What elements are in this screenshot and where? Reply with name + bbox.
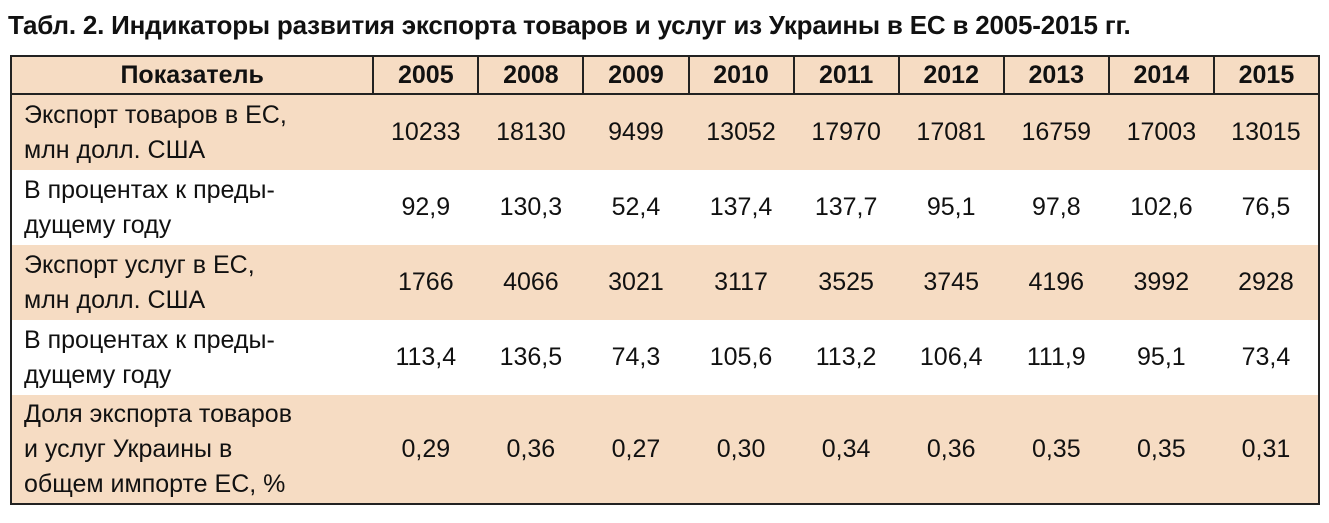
value-cell: 137,4 bbox=[688, 170, 794, 245]
value-cell: 136,5 bbox=[478, 320, 584, 395]
row-services-percent: В процентах к преды-дущему году 113,4 13… bbox=[11, 320, 1319, 395]
row-label-line: и услуг Украины в bbox=[24, 434, 233, 463]
value-cell: 17081 bbox=[898, 94, 1004, 170]
data-table-container: Показатель 2005 2008 2009 2010 2011 2012… bbox=[9, 55, 1321, 505]
value-cell: 92,9 bbox=[373, 170, 479, 245]
row-label: Доля экспорта товаров и услуг Украины в об… bbox=[11, 395, 374, 504]
value-cell: 4196 bbox=[1003, 245, 1109, 320]
value-cell: 13052 bbox=[688, 94, 794, 170]
value-cell: 3525 bbox=[793, 245, 899, 320]
row-services-export: Экспорт услуг в ЕС, млн долл. США 1766 40… bbox=[11, 245, 1319, 320]
value-cell: 3992 bbox=[1108, 245, 1214, 320]
value-cell: 0,29 bbox=[373, 395, 479, 504]
header-year: 2008 bbox=[477, 55, 585, 95]
row-label-line: дущему году bbox=[24, 360, 172, 389]
value-cell: 0,36 bbox=[478, 395, 584, 504]
row-goods-percent: В процентах к преды-дущему году 92,9 130… bbox=[11, 170, 1319, 245]
value-cell: 13015 bbox=[1213, 94, 1319, 170]
header-year: 2005 bbox=[372, 55, 480, 95]
value-cell: 0,31 bbox=[1213, 395, 1319, 504]
value-cell: 3117 bbox=[688, 245, 794, 320]
row-label: Экспорт товаров в ЕС, млн долл. США bbox=[11, 94, 374, 170]
value-cell: 97,8 bbox=[1003, 170, 1109, 245]
value-cell: 0,35 bbox=[1108, 395, 1214, 504]
value-cell: 0,30 bbox=[688, 395, 794, 504]
value-cell: 0,35 bbox=[1003, 395, 1109, 504]
row-label-line: млн долл. США bbox=[24, 285, 206, 314]
value-cell: 1766 bbox=[373, 245, 479, 320]
value-cell: 10233 bbox=[373, 94, 479, 170]
value-cell: 9499 bbox=[583, 94, 689, 170]
row-label-line: В процентах к преды- bbox=[24, 175, 275, 204]
value-cell: 111,9 bbox=[1003, 320, 1109, 395]
row-label-line: Экспорт услуг в ЕС, bbox=[24, 250, 255, 279]
value-cell: 3021 bbox=[583, 245, 689, 320]
header-year: 2015 bbox=[1212, 55, 1321, 95]
header-indicator: Показатель bbox=[9, 55, 375, 95]
value-cell: 113,2 bbox=[793, 320, 899, 395]
header-year: 2012 bbox=[897, 55, 1005, 95]
value-cell: 0,34 bbox=[793, 395, 899, 504]
value-cell: 76,5 bbox=[1213, 170, 1319, 245]
header-year: 2010 bbox=[687, 55, 795, 95]
value-cell: 0,36 bbox=[898, 395, 1004, 504]
row-label-line: Экспорт товаров в ЕС, bbox=[24, 100, 287, 129]
value-cell: 95,1 bbox=[1108, 320, 1214, 395]
header-year: 2009 bbox=[582, 55, 690, 95]
value-cell: 17003 bbox=[1108, 94, 1214, 170]
row-label-line: дущему году bbox=[24, 210, 172, 239]
row-goods-export: Экспорт товаров в ЕС, млн долл. США 10233… bbox=[11, 94, 1319, 170]
value-cell: 137,7 bbox=[793, 170, 899, 245]
row-label: Экспорт услуг в ЕС, млн долл. США bbox=[11, 245, 374, 320]
value-cell: 2928 bbox=[1213, 245, 1319, 320]
value-cell: 105,6 bbox=[688, 320, 794, 395]
row-import-share: Доля экспорта товаров и услуг Украины в об… bbox=[11, 395, 1319, 504]
value-cell: 18130 bbox=[478, 94, 584, 170]
row-label-line: В процентах к преды- bbox=[24, 325, 275, 354]
value-cell: 130,3 bbox=[478, 170, 584, 245]
value-cell: 17970 bbox=[793, 94, 899, 170]
row-label: В процентах к преды-дущему году bbox=[11, 320, 374, 395]
table-caption: Табл. 2. Индикаторы развития экспорта то… bbox=[8, 10, 1131, 40]
row-label-line: общем импорте ЕС, % bbox=[24, 469, 286, 498]
value-cell: 74,3 bbox=[583, 320, 689, 395]
export-indicators-table: Показатель 2005 2008 2009 2010 2011 2012… bbox=[9, 55, 1321, 505]
row-label-line: млн долл. США bbox=[24, 135, 206, 164]
value-cell: 16759 bbox=[1003, 94, 1109, 170]
value-cell: 4066 bbox=[478, 245, 584, 320]
row-label-line: Доля экспорта товаров bbox=[24, 399, 292, 428]
header-year: 2014 bbox=[1107, 55, 1215, 95]
header-year: 2011 bbox=[792, 55, 900, 95]
row-label: В процентах к преды-дущему году bbox=[11, 170, 374, 245]
header-year: 2013 bbox=[1002, 55, 1110, 95]
value-cell: 0,27 bbox=[583, 395, 689, 504]
value-cell: 102,6 bbox=[1108, 170, 1214, 245]
header-row: Показатель 2005 2008 2009 2010 2011 2012… bbox=[9, 55, 1321, 95]
value-cell: 73,4 bbox=[1213, 320, 1319, 395]
value-cell: 52,4 bbox=[583, 170, 689, 245]
value-cell: 106,4 bbox=[898, 320, 1004, 395]
value-cell: 95,1 bbox=[898, 170, 1004, 245]
value-cell: 113,4 bbox=[373, 320, 479, 395]
value-cell: 3745 bbox=[898, 245, 1004, 320]
